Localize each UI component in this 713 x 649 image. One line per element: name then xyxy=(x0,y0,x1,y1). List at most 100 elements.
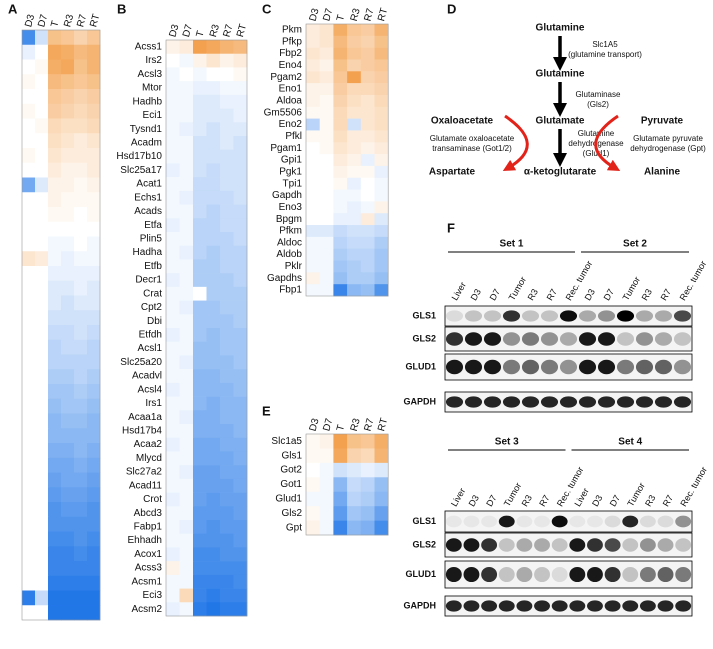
heatmap-cell xyxy=(74,413,88,429)
heatmap-cell xyxy=(87,413,101,429)
heatmap-cell xyxy=(347,462,362,478)
heatmap-cell xyxy=(179,355,194,370)
heatmap-cell xyxy=(74,221,88,237)
heatmap-cell xyxy=(333,177,348,190)
band xyxy=(559,359,578,375)
heatmap-cell xyxy=(61,236,75,252)
heatmap-cell xyxy=(233,218,248,233)
heatmap-cell xyxy=(35,590,49,606)
row-label: Pgk1 xyxy=(279,166,302,177)
heatmap-cell xyxy=(35,280,49,296)
heatmap-cell xyxy=(374,520,389,536)
heatmap-cell xyxy=(193,204,207,219)
heatmap-cell xyxy=(48,457,62,473)
heatmap-cell xyxy=(220,588,234,603)
heatmap-cell xyxy=(35,531,49,547)
metabolite: α-ketoglutarate xyxy=(524,167,597,178)
heatmap-cell xyxy=(35,118,49,134)
band xyxy=(559,332,578,346)
heatmap-cell xyxy=(306,71,320,84)
heatmap-cell xyxy=(193,149,207,164)
heatmap-cell xyxy=(74,502,88,518)
heatmap-cell xyxy=(193,53,207,68)
row-label: Acaa1a xyxy=(128,412,162,423)
heatmap-cell xyxy=(220,204,234,219)
heatmap-cell xyxy=(374,225,389,238)
column-label: D3 xyxy=(168,23,182,39)
heatmap-cell xyxy=(35,266,49,282)
heatmap-cell xyxy=(22,59,36,75)
band xyxy=(551,538,568,552)
heatmap-cell xyxy=(306,106,320,119)
heatmap-cell xyxy=(220,190,234,205)
heatmap-cell xyxy=(61,575,75,591)
row-label: Eno4 xyxy=(279,60,303,71)
band xyxy=(483,359,502,375)
heatmap-cell xyxy=(360,189,375,202)
heatmap-cell xyxy=(22,575,36,591)
heatmap-cell xyxy=(220,218,234,233)
heatmap-cell xyxy=(220,149,234,164)
heatmap-cell xyxy=(233,492,248,507)
band xyxy=(559,310,578,322)
heatmap-cell xyxy=(347,106,362,119)
heatmap-cell xyxy=(179,190,194,205)
heatmap-cell xyxy=(333,477,348,493)
heatmap-cell xyxy=(35,192,49,208)
band xyxy=(464,396,483,408)
heatmap-cell xyxy=(166,286,180,301)
heatmap-cell xyxy=(179,286,194,301)
heatmap-cell xyxy=(48,162,62,178)
column-label: RT xyxy=(376,417,390,433)
heatmap-cell xyxy=(87,398,101,414)
heatmap-cell xyxy=(360,24,375,37)
row-label: Echs1 xyxy=(134,192,162,203)
heatmap-cell xyxy=(193,574,207,589)
heatmap-cell xyxy=(35,354,49,370)
heatmap-cell xyxy=(179,410,194,425)
band xyxy=(551,600,568,612)
heatmap-cell xyxy=(360,130,375,143)
heatmap-cell xyxy=(48,428,62,444)
heatmap-cell xyxy=(166,53,180,68)
heatmap-cell xyxy=(87,502,101,518)
heatmap-cell xyxy=(35,207,49,223)
heatmap-cell xyxy=(220,574,234,589)
lane-label: Tumor xyxy=(507,275,528,302)
heatmap-cell xyxy=(35,295,49,311)
band xyxy=(464,359,483,375)
heatmap-cell xyxy=(35,561,49,577)
heatmap-cell xyxy=(22,133,36,149)
heatmap-cell xyxy=(333,94,348,108)
heatmap-cell xyxy=(48,103,62,119)
heatmap-cell xyxy=(206,122,221,137)
heatmap-cell xyxy=(22,428,36,444)
heatmap-cell xyxy=(193,177,207,192)
heatmap-cell xyxy=(74,487,88,503)
heatmap-cell xyxy=(360,35,375,48)
lane-label: D7 xyxy=(602,287,616,302)
row-label: Hadhb xyxy=(133,96,163,107)
heatmap-cell xyxy=(74,398,88,414)
band xyxy=(445,566,462,583)
panel-label: A xyxy=(8,1,18,16)
heatmap-cell xyxy=(166,451,180,466)
heatmap-cell xyxy=(61,74,75,90)
heatmap-cell xyxy=(193,40,207,55)
band xyxy=(616,359,635,375)
heatmap-cell xyxy=(319,118,334,131)
band xyxy=(673,359,692,375)
heatmap-cell xyxy=(35,44,49,60)
heatmap-cell xyxy=(233,328,248,343)
heatmap-cell xyxy=(206,602,221,617)
heatmap-cell xyxy=(347,154,362,167)
heatmap-cell xyxy=(61,398,75,414)
heatmap-cell xyxy=(48,118,62,134)
band xyxy=(675,515,692,528)
row-label: Crat xyxy=(143,288,162,299)
band xyxy=(569,538,586,552)
heatmap-cell xyxy=(48,192,62,208)
heatmap-cell xyxy=(179,547,194,562)
heatmap-cell xyxy=(220,355,234,370)
heatmap-cell xyxy=(22,369,36,385)
